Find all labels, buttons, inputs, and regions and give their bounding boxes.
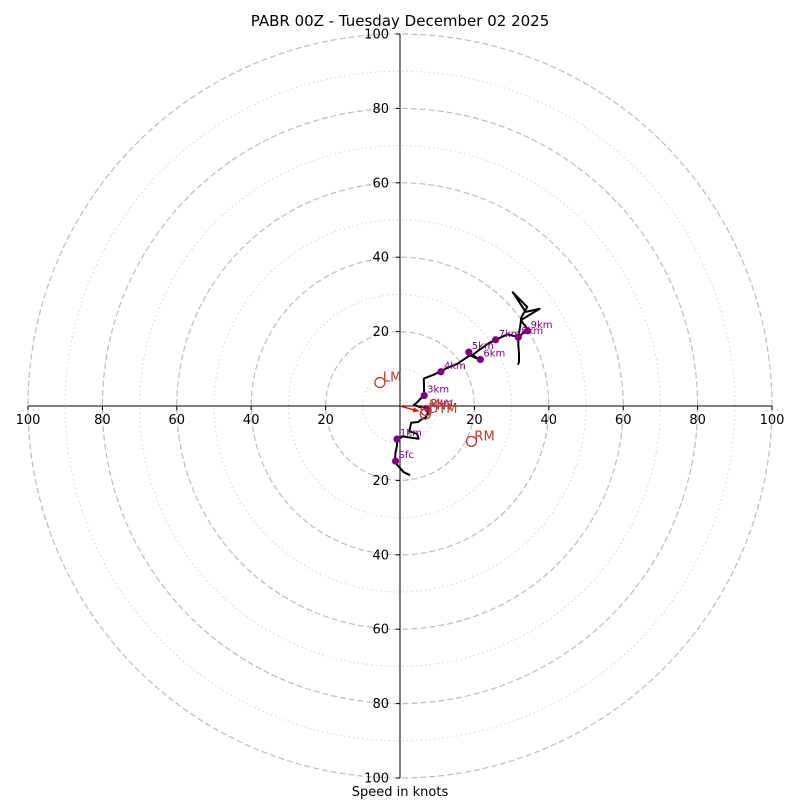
u-tick-label: 80 — [689, 413, 706, 428]
u-tick-label: 20 — [317, 413, 334, 428]
u-tick-label: 20 — [466, 413, 483, 428]
height-label: 6km — [483, 349, 505, 360]
height-label: 2km — [431, 398, 453, 409]
v-tick-label: 80 — [372, 697, 389, 712]
height-point — [420, 391, 428, 400]
motion-marker — [420, 404, 432, 417]
tick-labels: 100 80 60 40 20 20 40 60 80 100 100 80 60 40 20 20 40 60 8… — [16, 28, 785, 787]
height-label: 4km — [444, 361, 466, 372]
u-tick-label: 60 — [169, 413, 186, 428]
v-tick-label: 40 — [372, 251, 389, 266]
height-label: 9km — [531, 320, 553, 331]
motion-marker — [419, 408, 431, 420]
v-tick-label: 100 — [364, 28, 389, 43]
v-tick-label: 40 — [372, 548, 389, 563]
height-label: 7km — [499, 329, 521, 340]
motion-marker — [465, 435, 478, 447]
x-axis-label: Speed in knots — [352, 785, 449, 800]
v-tick-label: 20 — [372, 325, 389, 340]
wind-trace — [393, 291, 541, 476]
u-tick-label: 100 — [760, 413, 785, 428]
u-tick-label: 100 — [16, 413, 41, 428]
height-point — [465, 348, 473, 356]
v-tick-label: 60 — [372, 176, 389, 191]
v-tick-label: 100 — [364, 772, 389, 787]
motion-label: RM — [474, 429, 494, 444]
height-label: 8km — [521, 326, 543, 337]
u-tick-label: 40 — [541, 413, 558, 428]
v-tick-label: 80 — [372, 102, 389, 117]
motion-label: DTM — [428, 402, 457, 417]
height-label: Sfc — [399, 450, 414, 461]
chart-title: PABR 00Z - Tuesday December 02 2025 — [251, 12, 550, 30]
height-label: 5km — [472, 341, 494, 352]
v-tick-label: 60 — [372, 623, 389, 638]
u-tick-label: 80 — [94, 413, 111, 428]
storm-motion-arrowhead — [412, 407, 419, 413]
height-point — [391, 457, 400, 465]
motion-label: LM — [383, 371, 401, 386]
motion-label: MW — [429, 398, 453, 413]
height-point — [437, 368, 445, 376]
height-label: 1km — [400, 428, 422, 439]
hodograph-trace — [393, 291, 541, 476]
height-point — [523, 327, 532, 335]
v-tick-label: 20 — [372, 474, 389, 489]
height-point — [393, 435, 401, 443]
height-point — [514, 333, 522, 341]
height-label: 3km — [427, 385, 449, 396]
u-tick-label: 40 — [243, 413, 260, 428]
motion-marker — [374, 376, 386, 389]
height-point — [476, 355, 484, 364]
u-tick-label: 60 — [615, 413, 632, 428]
height-point — [492, 336, 500, 344]
